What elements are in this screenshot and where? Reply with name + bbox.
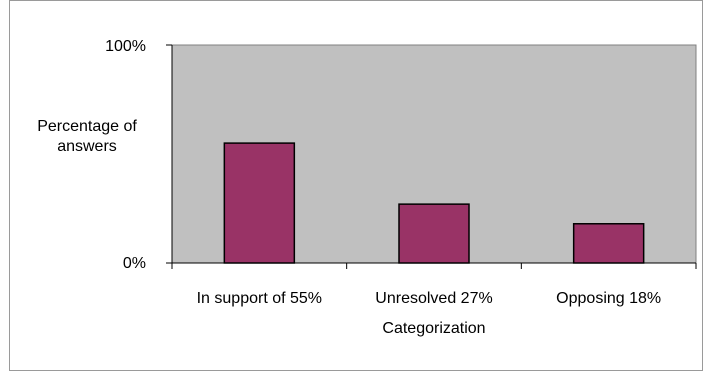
x-category-labels: In support of 55% Unresolved 27% Opposing … (197, 290, 662, 307)
x-category-label-1: Unresolved 27% (375, 290, 492, 307)
y-tick-label-0: 0% (123, 255, 146, 272)
y-tick-label-100: 100% (105, 38, 146, 55)
bars-group (223, 142, 645, 264)
bar-2 (572, 223, 645, 264)
y-axis-label-line-2: answers (57, 138, 117, 155)
bar-1 (398, 203, 470, 264)
x-category-label-0: In support of 55% (197, 290, 322, 307)
x-category-label-2: Opposing 18% (556, 290, 661, 307)
x-axis-ticks (171, 263, 697, 269)
y-axis-label-line-1: Percentage of (37, 118, 137, 135)
y-axis-ticks (166, 44, 172, 264)
x-axis-label: Categorization (382, 320, 485, 337)
bar-0 (223, 142, 296, 264)
